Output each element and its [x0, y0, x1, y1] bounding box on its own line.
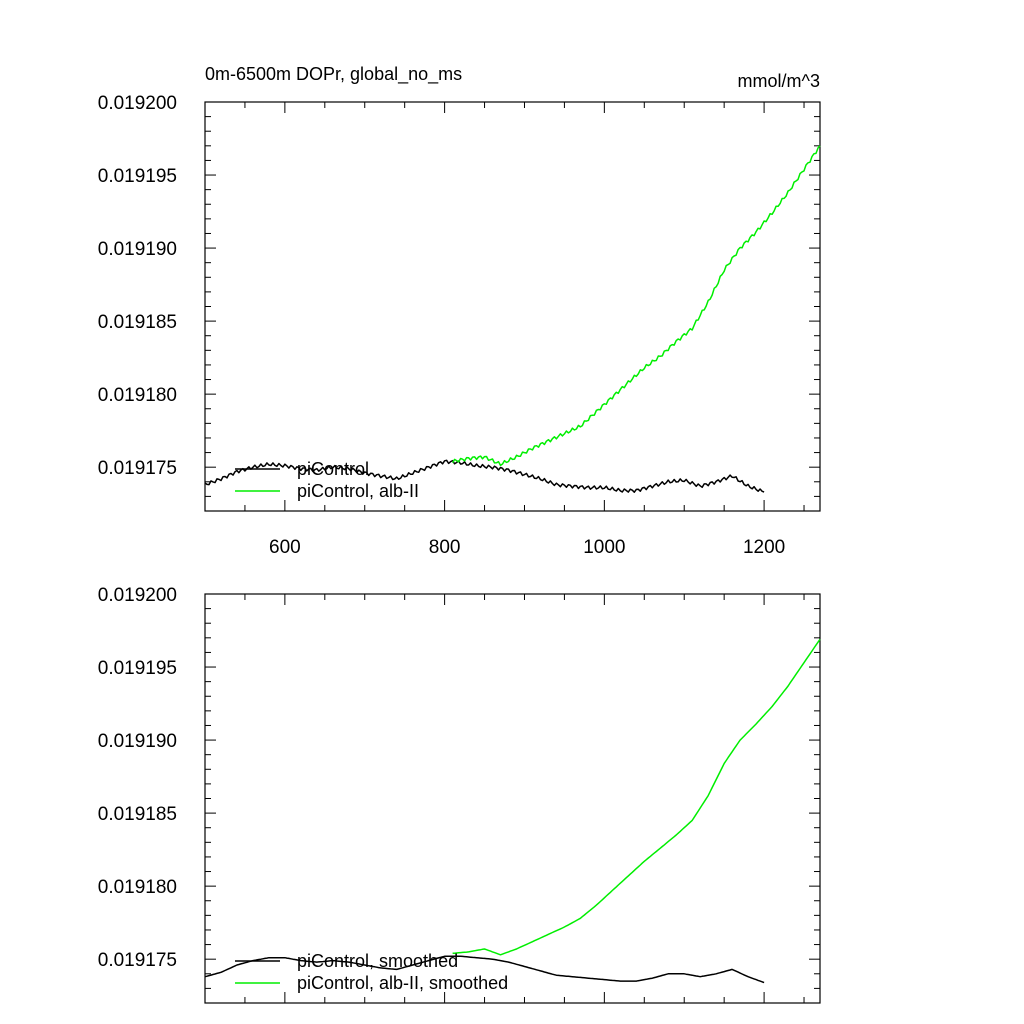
units-label: mmol/m^3	[738, 71, 820, 91]
legend-label: piControl	[297, 459, 369, 479]
y-tick-label: 0.019195	[98, 166, 177, 187]
series-line-1	[204, 459, 765, 493]
series-line-2	[452, 638, 821, 956]
y-tick-label: 0.019190	[98, 239, 177, 260]
y-tick-label: 0.019180	[98, 385, 177, 406]
x-tick-label: 1200	[743, 537, 785, 558]
chart-title: 0m-6500m DOPr, global_no_ms	[205, 64, 462, 85]
x-tick-label: 600	[269, 537, 301, 558]
y-tick-label: 0.019185	[98, 312, 177, 333]
plot-frame	[204, 593, 821, 1004]
y-tick-label: 0.019190	[98, 731, 177, 752]
legend-label: piControl, alb-II, smoothed	[297, 973, 508, 993]
y-tick-label: 0.019195	[98, 658, 177, 679]
plot-panel-1: 0.019175 0.019180 0.019185 0.019190 0.019195…	[98, 64, 821, 558]
legend-label: piControl, alb-II	[297, 481, 419, 501]
legend-label: piControl, smoothed	[297, 951, 458, 971]
y-tick-label: 0.019200	[98, 585, 177, 606]
y-tick-label: 0.019175	[98, 458, 177, 479]
y-tick-label: 0.019180	[98, 877, 177, 898]
x-tick-label: 800	[429, 537, 461, 558]
y-tick-label: 0.019175	[98, 950, 177, 971]
plot-panel-2: 0.019175 0.019180 0.019185 0.019190 0.019195…	[98, 585, 821, 1004]
x-tick-label: 1000	[583, 537, 625, 558]
plot-frame	[204, 101, 821, 512]
series-line-2	[451, 145, 821, 467]
y-tick-label: 0.019185	[98, 804, 177, 825]
y-tick-label: 0.019200	[98, 93, 177, 114]
series-line-1	[204, 955, 765, 984]
